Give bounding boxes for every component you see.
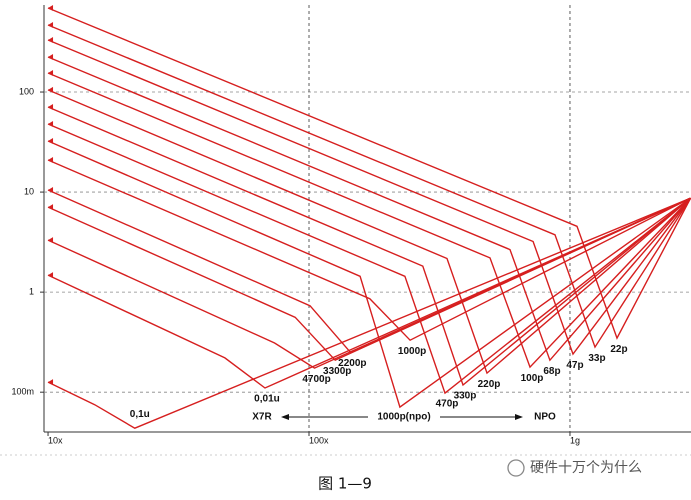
curve-start-arrow — [48, 157, 54, 164]
curve-label: 1000p — [398, 346, 426, 357]
curve-label: 68p — [543, 366, 560, 377]
curve — [47, 197, 691, 369]
curve-label: 330p — [454, 391, 477, 402]
annotation: NPO — [534, 412, 556, 423]
curve — [47, 72, 691, 369]
curve — [47, 7, 691, 340]
curve-start-arrow — [48, 186, 54, 193]
curve — [47, 89, 691, 375]
curve-label: 0,1u — [130, 409, 150, 420]
curve-label: 0,01u — [254, 394, 280, 405]
curve — [47, 24, 691, 349]
caption: 图 1—9 — [318, 475, 372, 493]
curve-start-arrow — [48, 272, 54, 279]
curve-start-arrow — [48, 237, 54, 244]
curve-label: 3300p — [323, 366, 351, 377]
annotation: X7R — [252, 412, 272, 423]
curve-start-arrow — [48, 86, 54, 93]
annotation: 1000p(npo) — [377, 412, 430, 423]
y-tick-label: 100m — [11, 387, 34, 397]
curve-start-arrow — [48, 137, 54, 144]
curve-start-arrow — [48, 37, 54, 44]
arrow-head — [515, 414, 523, 420]
curve-label: 220p — [478, 379, 501, 390]
curve — [47, 159, 691, 342]
curve-label: 2200p — [338, 358, 366, 369]
curve — [47, 197, 691, 389]
curve-start-arrow — [48, 104, 54, 111]
x-tick-label: 100x — [309, 435, 329, 445]
watermark: 硬件十万个为什么 — [530, 460, 642, 476]
curve-label: 4700p — [302, 374, 330, 385]
curve — [47, 140, 691, 409]
curve-start-arrow — [48, 121, 54, 128]
curve-start-arrow — [48, 379, 54, 386]
y-tick-label: 1 — [29, 287, 34, 297]
curve-start-arrow — [48, 4, 54, 11]
y-tick-label: 10 — [24, 186, 34, 196]
curve-start-arrow — [48, 69, 54, 76]
curve — [47, 123, 691, 395]
curve-start-arrow — [48, 21, 54, 28]
curve-label: 100p — [521, 373, 544, 384]
curve-label: 33p — [588, 353, 605, 364]
x-tick-label: 1g — [570, 435, 580, 445]
curve-label: 47p — [566, 360, 583, 371]
y-tick-label: 100 — [19, 86, 34, 96]
curve-label: 470p — [436, 399, 459, 410]
curve — [47, 106, 691, 387]
arrow-head — [281, 414, 289, 420]
curve-start-arrow — [48, 53, 54, 60]
x-tick-label: 10x — [48, 435, 63, 445]
curve — [47, 56, 691, 362]
curve-start-arrow — [48, 204, 54, 211]
curve — [47, 197, 691, 429]
curve-label: 22p — [610, 344, 627, 355]
watermark-icon — [507, 459, 525, 477]
